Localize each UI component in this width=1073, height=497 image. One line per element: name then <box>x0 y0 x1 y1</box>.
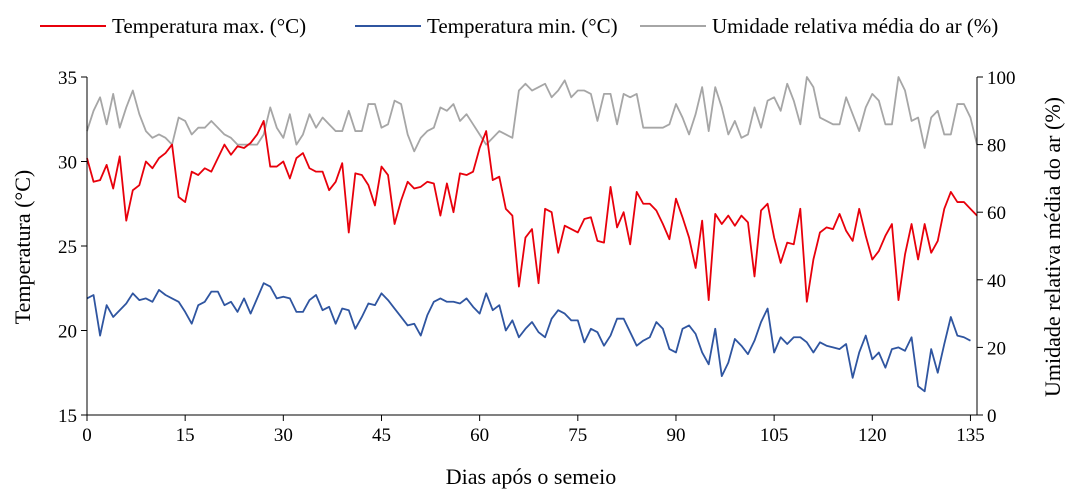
x-tick-label: 105 <box>760 425 789 446</box>
series-line-0 <box>86 120 978 303</box>
x-tick-label: 15 <box>176 425 195 446</box>
y-left-tick-label: 25 <box>58 237 77 258</box>
series-line-2 <box>86 76 978 153</box>
y-right-tick-label: 80 <box>987 136 1006 157</box>
y-left-tick-label: 20 <box>58 322 77 343</box>
y-left-tick-label: 30 <box>58 153 77 174</box>
y-right-tick-label: 40 <box>987 271 1006 292</box>
plot-lines <box>86 76 978 393</box>
legend-label-0: Temperatura max. (°C) <box>112 14 306 38</box>
y-left-tick-label: 15 <box>58 406 77 427</box>
x-tick-label: 120 <box>858 425 887 446</box>
axes: 0 15 30 45 60 75 90 105 120 135152025303502040608… <box>58 68 1016 446</box>
y-right-axis-title: Umidade relativa média do ar (%) <box>1040 97 1065 397</box>
series-line-1 <box>86 282 971 393</box>
legend-label-1: Temperatura min. (°C) <box>427 14 618 38</box>
y-right-tick-label: 60 <box>987 203 1006 224</box>
x-tick-label: 60 <box>470 425 489 446</box>
legend-label-2: Umidade relativa média do ar (%) <box>712 14 998 38</box>
x-axis-title: Dias após o semeio <box>446 464 616 489</box>
x-tick-label: 135 <box>956 425 985 446</box>
x-tick-label: 90 <box>666 425 685 446</box>
axis-titles: Dias após o semeio Temperatura (°C) Umid… <box>10 97 1065 489</box>
y-left-axis-title: Temperatura (°C) <box>10 170 35 324</box>
x-tick-label: 30 <box>274 425 293 446</box>
x-tick-label: 45 <box>372 425 391 446</box>
y-left-tick-label: 35 <box>58 68 77 89</box>
x-tick-label: 0 <box>82 425 92 446</box>
y-right-tick-label: 100 <box>987 68 1016 89</box>
legend: Temperatura max. (°C) Temperatura min. (°… <box>40 14 998 38</box>
x-tick-label: 75 <box>568 425 587 446</box>
y-right-tick-label: 20 <box>987 338 1006 359</box>
y-right-tick-label: 0 <box>987 406 997 427</box>
